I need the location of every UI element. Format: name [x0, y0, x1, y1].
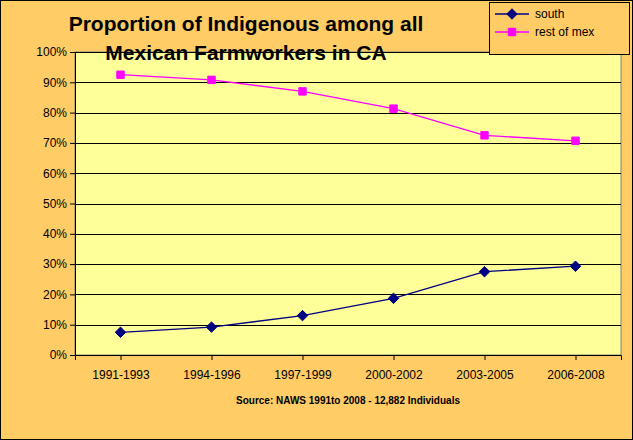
y-tick-mark [70, 143, 75, 144]
y-tick-label: 30% [43, 257, 67, 271]
y-tick: 80% [43, 106, 75, 120]
y-tick: 20% [43, 288, 75, 302]
grid-line [75, 294, 621, 295]
y-tick-label: 100% [36, 45, 67, 59]
legend-label: rest of mex [535, 25, 594, 39]
series-marker [388, 293, 398, 303]
x-tick-label: 1997-1999 [274, 368, 332, 382]
legend-label: south [535, 7, 564, 21]
legend-marker [507, 9, 517, 19]
x-tick-mark [394, 355, 395, 360]
x-tick: 1991-1993 [92, 355, 150, 382]
grid [75, 53, 621, 356]
y-tick-label: 50% [43, 197, 67, 211]
series-marker [570, 261, 580, 271]
x-tick-mark [485, 355, 486, 360]
x-tick: 2003-2005 [456, 355, 514, 382]
x-tick-label: 2006-2008 [547, 368, 605, 382]
y-tick-label: 70% [43, 136, 67, 150]
series-marker [297, 310, 307, 320]
grid-line [75, 204, 621, 205]
x-tick-label: 1994-1996 [183, 368, 241, 382]
y-tick: 10% [43, 318, 75, 332]
series-marker [481, 132, 488, 139]
y-tick-mark [70, 173, 75, 174]
y-tick-mark [70, 204, 75, 205]
y-tick-mark [70, 113, 75, 114]
y-tick-mark [70, 325, 75, 326]
legend: south rest of mex [490, 3, 630, 55]
grid-line [75, 173, 621, 174]
chart-background [1, 1, 633, 440]
y-tick-label: 80% [43, 106, 67, 120]
y-tick-mark [70, 355, 75, 356]
y-tick-mark [70, 294, 75, 295]
legend-marker [508, 28, 515, 35]
grid-line [75, 264, 621, 265]
x-tick-label: 1991-1993 [92, 368, 150, 382]
y-tick-label: 20% [43, 288, 67, 302]
grid-line [75, 113, 621, 114]
y-tick: 0% [50, 348, 75, 362]
series-group [115, 71, 580, 337]
series-marker [299, 88, 306, 95]
x-tick: 2000-2002 [365, 355, 423, 382]
y-tick-label: 40% [43, 227, 67, 241]
y-tick: 60% [43, 167, 75, 181]
chart-title: Proportion of Indigenous among all Mexica… [69, 12, 424, 64]
series-marker [572, 137, 579, 144]
series-marker [117, 71, 124, 78]
chart-title-line: Proportion of Indigenous among all [69, 12, 424, 35]
x-axis-line [76, 356, 622, 361]
y-tick-label: 90% [43, 76, 67, 90]
y-tick-label: 60% [43, 167, 67, 181]
x-tick: 1997-1999 [274, 355, 332, 382]
y-tick-mark [70, 52, 75, 53]
y-tick-label: 0% [50, 348, 68, 362]
series-marker [206, 322, 216, 332]
x-axis: 1991-1993 1994-1996 1997-1999 2000-2002 2003… [76, 355, 622, 382]
x-tick-label: 2003-2005 [456, 368, 514, 382]
chart-title-line: Mexican Farmworkers in CA [105, 41, 386, 64]
y-tick: 40% [43, 227, 75, 241]
x-tick-label: 2000-2002 [365, 368, 423, 382]
y-tick-label: 10% [43, 318, 67, 332]
y-tick-mark [70, 264, 75, 265]
x-tick: 1994-1996 [183, 355, 241, 382]
y-axis: 0% 10% 20% 30% 40% 50% 60% 70% 80% 90% 100% [36, 45, 75, 362]
chart: 0% 10% 20% 30% 40% 50% 60% 70% 80% 90% 100% 1991-19… [0, 0, 633, 440]
x-tick-mark [121, 355, 122, 360]
grid-line [75, 325, 621, 326]
y-tick: 70% [43, 136, 75, 150]
series-line [121, 266, 576, 332]
x-tick: 2006-2008 [547, 355, 605, 382]
series-marker [479, 266, 489, 276]
x-tick-mark [212, 355, 213, 360]
x-tick-mark [576, 355, 577, 360]
x-tick-mark [303, 355, 304, 360]
grid-line [75, 82, 621, 83]
legend-box [490, 3, 630, 55]
series-line [121, 75, 576, 141]
y-tick-mark [70, 82, 75, 83]
y-axis-line [70, 53, 76, 356]
y-tick: 90% [43, 76, 75, 90]
series-marker [115, 327, 125, 337]
plot-area [75, 52, 621, 355]
series-marker [390, 105, 397, 112]
grid-line [75, 234, 621, 235]
grid-line [75, 143, 621, 144]
y-tick-mark [70, 234, 75, 235]
y-tick: 100% [36, 45, 75, 59]
y-tick: 50% [43, 197, 75, 211]
series-marker [208, 76, 215, 83]
x-axis-title: Source: NAWS 1991to 2008 - 12,882 Indivi… [236, 395, 460, 406]
y-tick: 30% [43, 257, 75, 271]
